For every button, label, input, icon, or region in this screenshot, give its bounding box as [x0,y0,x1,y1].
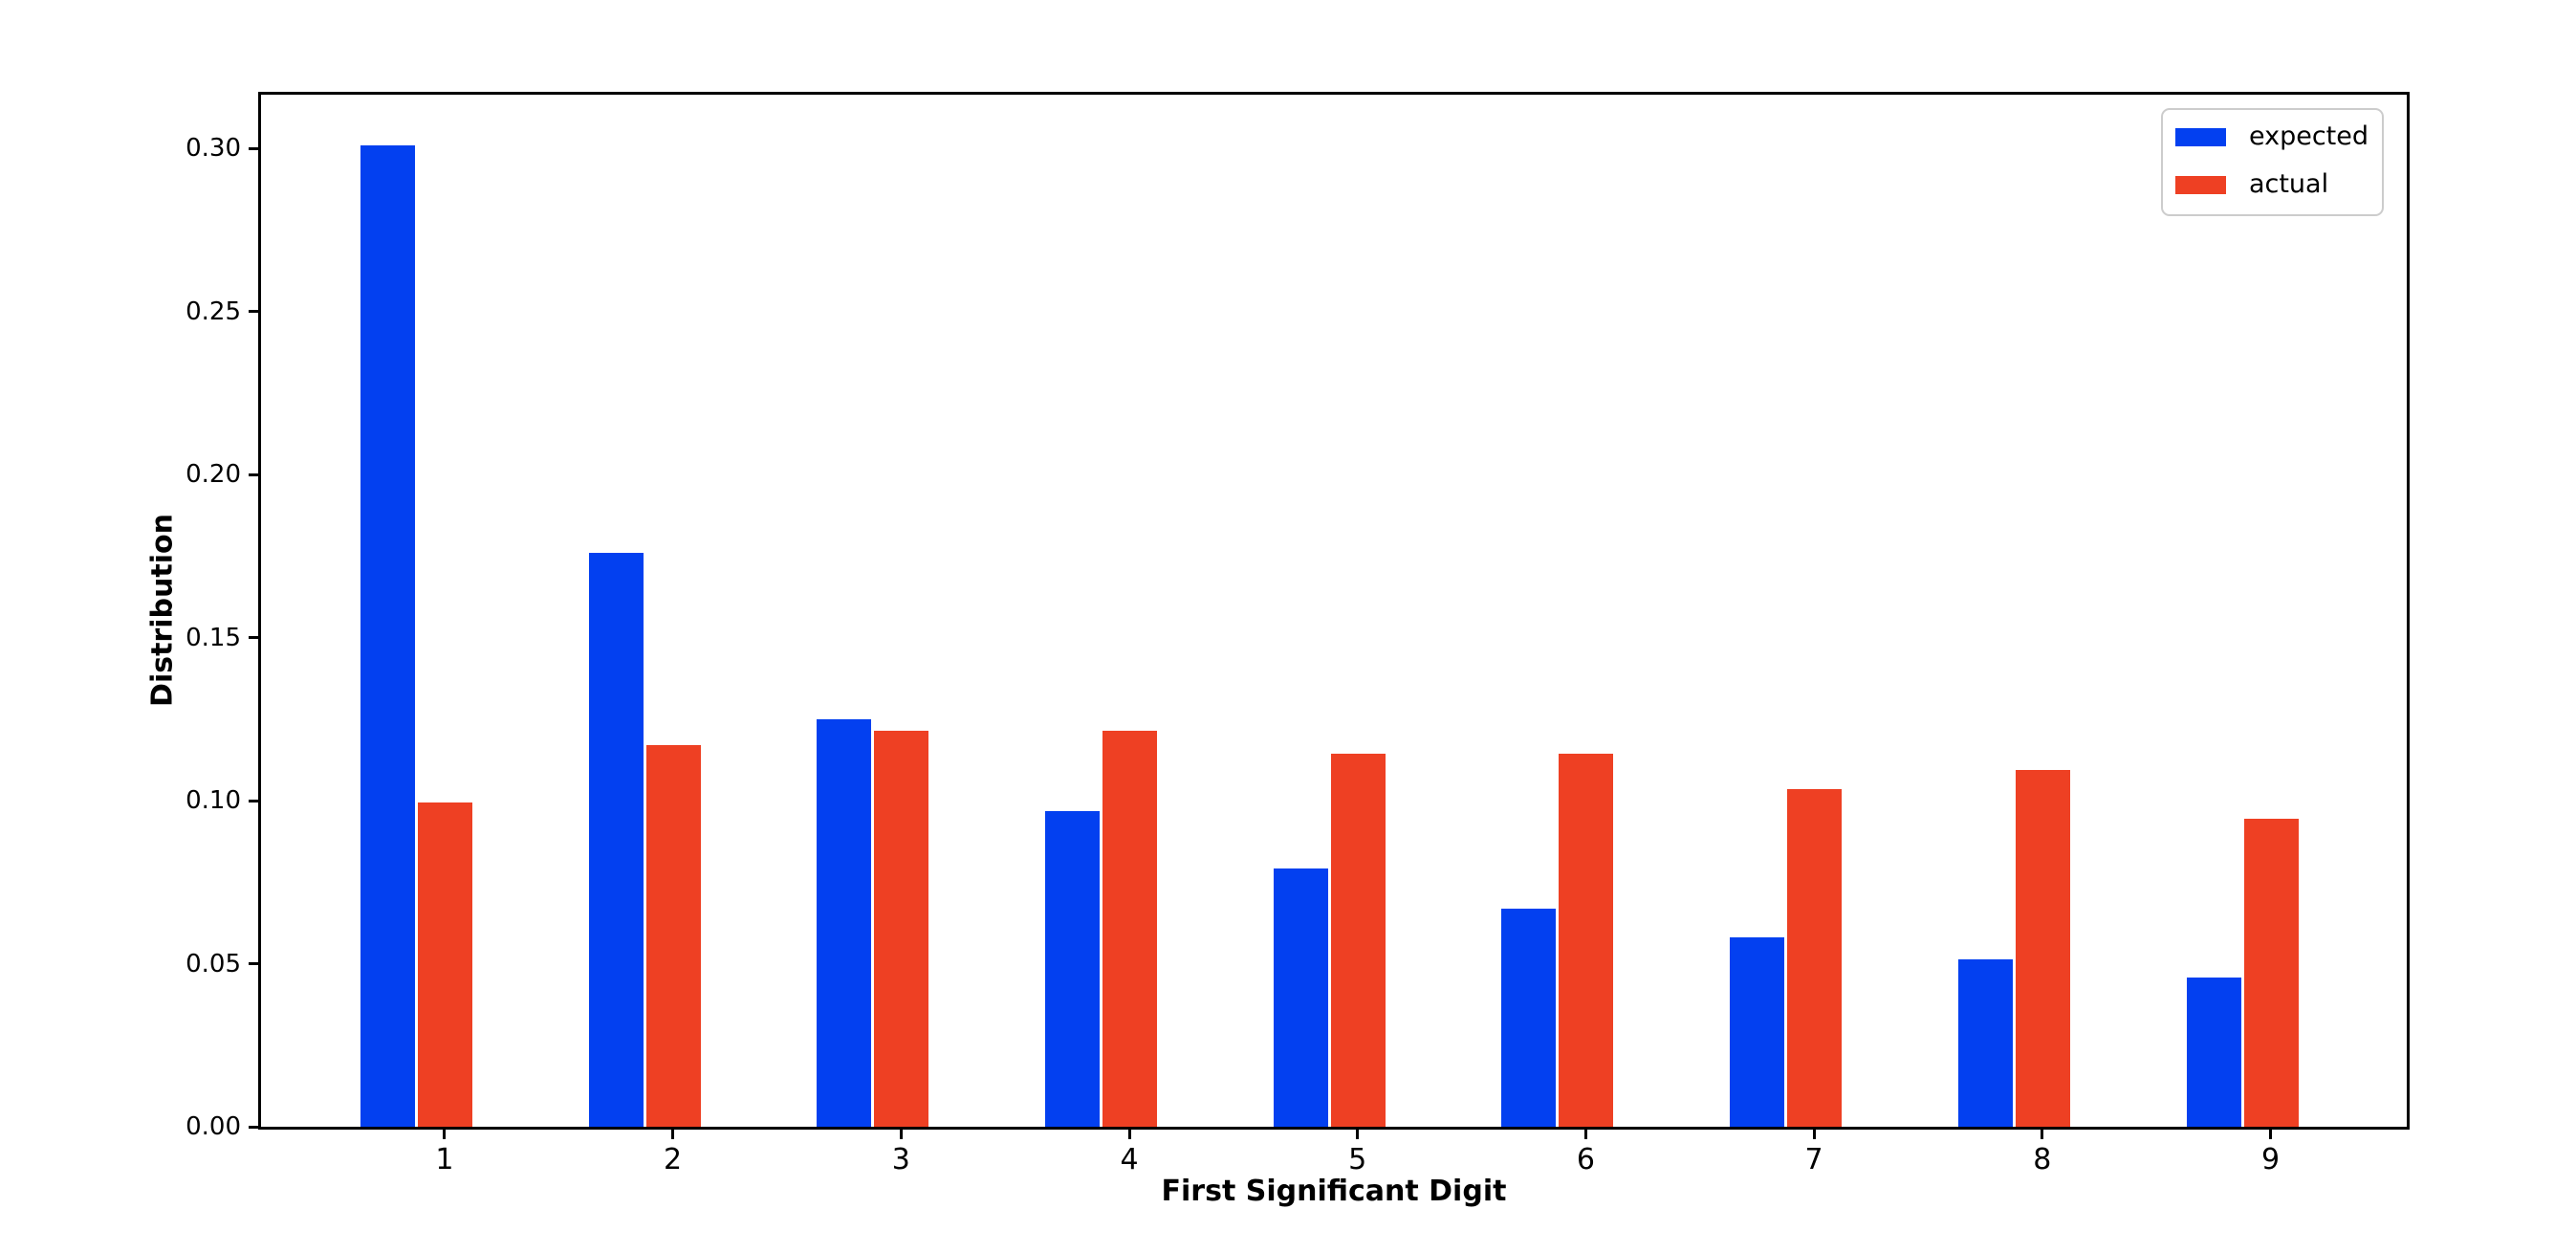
bar-actual-digit-2 [645,745,701,1127]
legend-item-actual: actual [2174,169,2369,199]
bar-expected-digit-6 [1501,908,1557,1127]
y-tick-label: 0.25 [186,297,241,326]
bar-expected-digit-7 [1730,937,1785,1127]
y-tick-label: 0.05 [186,949,241,978]
bar-actual-digit-8 [2015,769,2070,1127]
legend-swatch-expected [2174,127,2226,146]
y-tick-mark [249,962,261,966]
bar-expected-digit-1 [360,144,415,1127]
y-tick-mark [249,473,261,476]
x-tick-label: 9 [2260,1143,2281,1176]
x-tick-label: 6 [1576,1143,1595,1176]
x-tick-label: 7 [1804,1143,1823,1176]
bar-expected-digit-5 [1273,868,1328,1127]
bar-actual-digit-9 [2243,818,2299,1127]
y-axis-label: Distribution [145,514,180,707]
plot-area: expected actual [261,95,2407,1127]
bar-expected-digit-2 [588,552,644,1127]
x-tick-label: 2 [664,1143,683,1176]
plot-spines [258,92,2410,1130]
y-tick-mark [249,636,261,640]
legend-swatch-actual [2174,175,2226,194]
x-tick-mark [1127,1127,1131,1139]
y-tick-mark [249,146,261,150]
legend-item-expected: expected [2174,121,2369,151]
y-tick-label: 0.00 [186,1112,241,1141]
bar-expected-digit-4 [1045,810,1100,1127]
legend-label-expected: expected [2248,121,2369,151]
x-tick-mark [671,1127,675,1139]
bar-actual-digit-6 [1559,753,1614,1127]
bar-actual-digit-4 [1102,730,1157,1127]
x-tick-label: 4 [1120,1143,1139,1176]
x-tick-mark [2269,1127,2272,1139]
bar-actual-digit-3 [874,730,929,1127]
legend-label-actual: actual [2248,169,2329,199]
y-tick-label: 0.20 [186,460,241,490]
x-tick-mark [1583,1127,1587,1139]
y-tick-label: 0.10 [186,786,241,816]
bar-expected-digit-8 [1957,959,2013,1127]
x-tick-label: 8 [2033,1143,2052,1176]
x-tick-label: 5 [1348,1143,1367,1176]
x-tick-mark [1812,1127,1816,1139]
y-tick-mark [249,310,261,314]
y-tick-label: 0.30 [186,134,241,164]
x-axis-label: First Significant Digit [1161,1175,1507,1208]
y-tick-mark [249,1125,261,1129]
bar-actual-digit-1 [417,802,472,1127]
legend: expected actual [2160,108,2384,216]
y-tick-label: 0.15 [186,623,241,652]
x-tick-mark [1356,1127,1360,1139]
bar-actual-digit-5 [1330,753,1386,1127]
x-tick-mark [443,1127,447,1139]
y-tick-mark [249,799,261,802]
x-tick-mark [899,1127,903,1139]
bar-expected-digit-3 [817,719,872,1127]
bar-actual-digit-7 [1787,789,1843,1127]
x-tick-label: 1 [435,1143,454,1176]
x-tick-mark [2041,1127,2044,1139]
bar-expected-digit-9 [2186,977,2241,1127]
x-tick-label: 3 [891,1143,910,1176]
